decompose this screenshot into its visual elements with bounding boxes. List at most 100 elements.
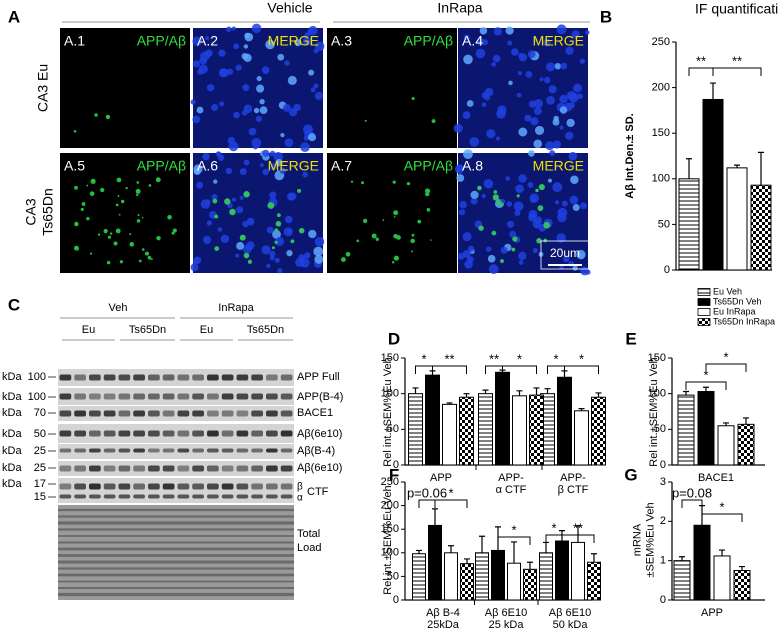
nucleus — [231, 26, 236, 31]
nucleus — [580, 266, 590, 276]
row-label: CA3Ts65Dn — [22, 188, 55, 235]
nucleus — [514, 209, 521, 217]
significance-bracket — [432, 365, 467, 374]
nucleus — [211, 194, 218, 200]
blot-band — [192, 430, 204, 437]
nucleus — [243, 104, 253, 114]
nucleus — [518, 127, 528, 137]
ctf-mark: β — [297, 482, 303, 493]
nucleus — [532, 247, 538, 254]
signal — [73, 129, 77, 133]
y-axis-label: Rel int.±SEM%Eu Veh — [382, 357, 394, 466]
blot-band — [59, 430, 72, 437]
signal — [86, 216, 90, 221]
nucleus — [266, 226, 274, 234]
nucleus — [505, 26, 514, 35]
signal — [86, 184, 89, 187]
y-tick-label: 150 — [381, 352, 399, 364]
nucleus — [262, 168, 269, 176]
significance-label: * — [421, 351, 426, 366]
nucleus — [534, 125, 545, 136]
blot-band — [89, 393, 101, 400]
nucleus — [552, 140, 561, 149]
blot-band — [89, 465, 101, 472]
tile-stain: APP/Aβ — [137, 33, 186, 49]
blot-band — [89, 374, 101, 381]
blot-band — [103, 410, 116, 417]
blot-band — [74, 410, 86, 417]
y-tick-label: 150 — [648, 352, 666, 364]
error-bar — [743, 417, 749, 425]
nucleus — [193, 256, 202, 265]
nucleus — [202, 152, 210, 161]
blot-band — [74, 448, 86, 453]
nucleus — [488, 264, 499, 274]
nucleus — [559, 106, 568, 114]
scale-box — [540, 240, 590, 270]
signal — [118, 213, 121, 216]
blot-band — [221, 465, 234, 472]
nucleus — [261, 245, 271, 255]
blot-band — [280, 374, 293, 381]
blot-band — [192, 393, 204, 400]
tile-stain: MERGE — [268, 158, 319, 174]
significance-label: ** — [573, 520, 583, 535]
significance-bracket — [547, 365, 565, 374]
blot-band — [59, 465, 72, 472]
blot-band — [221, 374, 234, 381]
tile-id: A.6 — [197, 158, 218, 174]
signal — [243, 252, 250, 259]
nucleus — [274, 257, 280, 263]
signal — [350, 180, 354, 183]
nucleus — [500, 246, 508, 254]
blot-band — [103, 483, 116, 490]
bar — [697, 391, 715, 466]
signal — [150, 258, 153, 260]
nucleus — [458, 209, 466, 216]
nucleus — [556, 233, 566, 243]
nucleus — [231, 197, 237, 202]
bar — [726, 167, 748, 271]
nucleus — [256, 84, 265, 93]
y-tick-label: 0 — [393, 594, 399, 606]
signal — [411, 233, 415, 237]
x-tick-label: Aβ B-4 25kDa — [426, 607, 460, 631]
nucleus — [533, 139, 543, 149]
nucleus — [225, 167, 233, 175]
signal — [392, 180, 396, 184]
nucleus — [200, 51, 210, 61]
nucleus — [505, 176, 511, 181]
nucleus — [464, 259, 473, 269]
nucleus — [213, 179, 218, 184]
blot-band — [236, 448, 249, 453]
significance-bracket — [561, 534, 595, 543]
signal — [212, 198, 218, 204]
text-line: APP- — [498, 472, 524, 484]
legend-swatch — [697, 298, 711, 306]
bar — [491, 549, 505, 601]
nucleus — [569, 195, 579, 205]
chart-title: IF quantification — [695, 1, 778, 17]
blot-strip — [58, 478, 294, 503]
nucleus — [303, 124, 313, 135]
nucleus — [286, 249, 293, 257]
signal — [345, 251, 351, 257]
error-bar — [543, 541, 549, 553]
y-axis-label: mRNA±SEM%Eu Veh — [631, 502, 656, 577]
blot-band — [133, 430, 145, 437]
bar — [495, 371, 510, 466]
blot-band — [148, 410, 160, 417]
signal — [125, 186, 128, 190]
blot-band — [148, 393, 160, 400]
signal — [74, 221, 79, 227]
significance-bracket — [497, 536, 531, 545]
nucleus — [218, 68, 229, 78]
nucleus — [236, 241, 245, 250]
nucleus — [239, 168, 247, 176]
signal — [430, 239, 432, 241]
signal — [267, 202, 275, 209]
blot-strip — [58, 369, 294, 386]
blot-band — [74, 430, 86, 437]
nucleus — [457, 252, 465, 260]
nucleus — [565, 46, 574, 55]
